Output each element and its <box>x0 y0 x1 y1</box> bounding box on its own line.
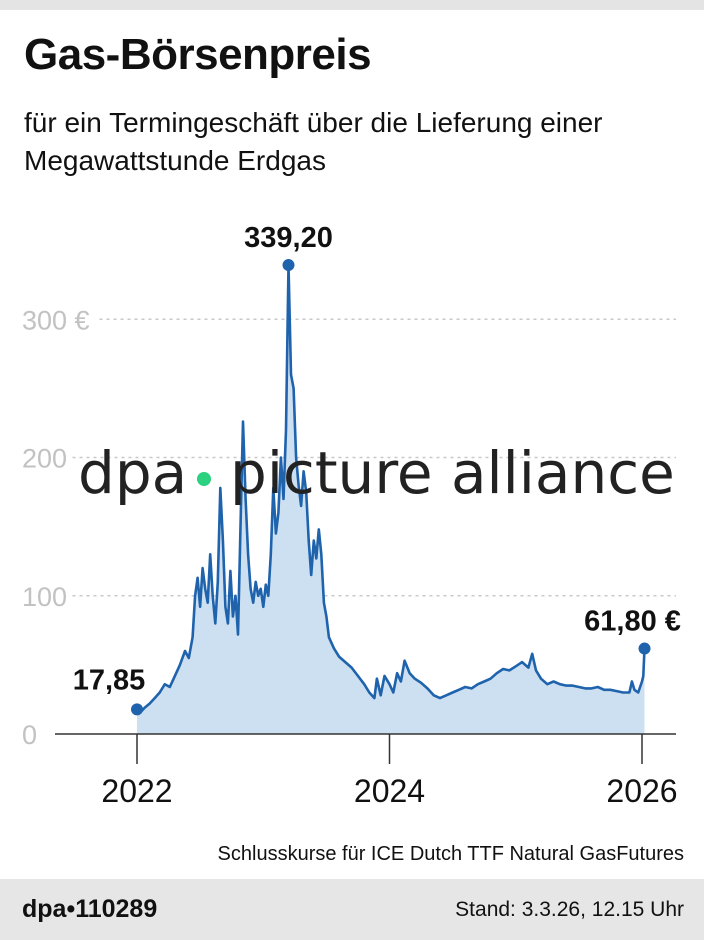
annotation-label: 61,80 € <box>584 606 681 638</box>
y-tick-label: 200 <box>22 444 67 474</box>
chart-title: Gas-Börsenpreis <box>24 30 372 79</box>
line-layer <box>136 263 646 714</box>
watermark-picture-alliance: picture alliance <box>230 439 675 507</box>
x-tick-label: 2026 <box>606 773 677 809</box>
y-tick-label: 0 <box>22 720 37 750</box>
series-line <box>136 263 646 714</box>
annotation-point <box>282 259 295 272</box>
area-layer <box>137 265 645 734</box>
annotation-point <box>638 642 651 655</box>
graphic-id: dpa•110289 <box>22 895 158 923</box>
annotation-label: 339,20 <box>244 222 333 254</box>
grid-layer <box>72 318 676 597</box>
watermark-dpa: dpa <box>78 439 187 507</box>
annotation-point <box>131 703 143 716</box>
y-tick-label: 100 <box>22 582 67 612</box>
stand-timestamp: Stand: 3.3.26, 12.15 Uhr <box>455 898 684 921</box>
watermark: dpa picture alliance <box>78 439 675 507</box>
series-area <box>137 265 645 734</box>
footer-bar: dpa•110289 Stand: 3.3.26, 12.15 Uhr <box>0 879 704 940</box>
watermark-dot-icon <box>197 472 211 486</box>
chart-subtitle: für ein Termingeschäft über die Lieferun… <box>24 107 603 176</box>
top-strip <box>0 0 704 10</box>
y-tick-label: 300 € <box>22 305 90 335</box>
axis-layer: 0 100 200 300 € 2022 2024 2026 <box>22 305 678 809</box>
x-tick-label: 2022 <box>101 773 172 809</box>
annotation-layer: 17,85 339,20 61,80 € <box>73 222 681 716</box>
source-note: Schlusskurse für ICE Dutch TTF Natural G… <box>217 843 684 865</box>
annotation-label: 17,85 <box>73 664 146 696</box>
x-tick-label: 2024 <box>354 773 425 809</box>
